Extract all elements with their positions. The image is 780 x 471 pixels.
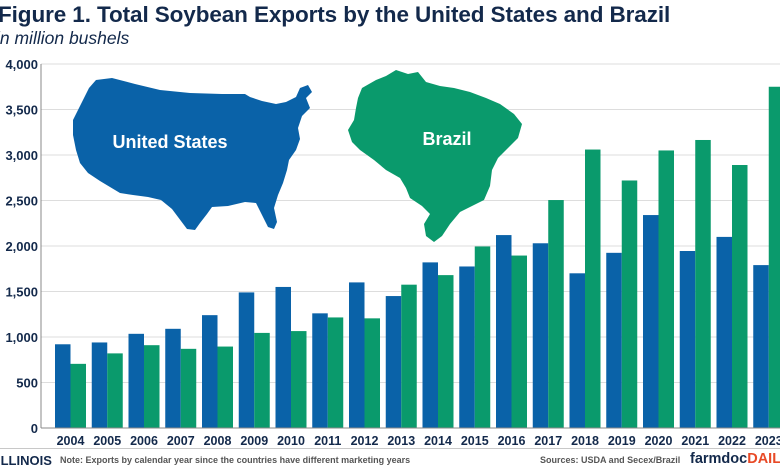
x-tick-label: 2014 (424, 434, 452, 448)
bar-united-states (312, 313, 328, 428)
y-tick-label: 0 (31, 421, 38, 436)
bar-brazil (548, 200, 564, 428)
x-tick-label: 2015 (461, 434, 489, 448)
y-tick-label: 3,500 (5, 103, 38, 118)
x-tick-label: 2009 (240, 434, 268, 448)
bar-united-states (202, 315, 218, 428)
united-states-shape (73, 78, 312, 230)
chart-title: Figure 1. Total Soybean Exports by the U… (0, 2, 671, 27)
bar-united-states (238, 292, 255, 428)
footer: ILLINOIS Note: Exports by calendar year … (0, 448, 780, 471)
x-tick-label: 2021 (681, 434, 709, 448)
farmdoc-logo-part2: DAILY (747, 451, 780, 467)
bar-united-states (91, 342, 108, 428)
united-states-map (73, 78, 312, 230)
y-tick-label: 4,000 (5, 57, 38, 72)
x-tick-label: 2008 (204, 434, 232, 448)
bar-brazil (768, 86, 780, 428)
x-tick-label: 2004 (57, 434, 85, 448)
bar-united-states (606, 252, 622, 428)
y-tick-label: 2,000 (5, 239, 38, 254)
x-tick-label: 2012 (351, 434, 379, 448)
bar-brazil (364, 318, 380, 428)
bar-brazil (511, 255, 527, 428)
x-tick-label: 2017 (534, 434, 562, 448)
bar-united-states (385, 296, 402, 428)
x-tick-label: 2011 (314, 434, 341, 448)
y-tick-label: 1,000 (5, 330, 38, 345)
sources-text: Sources: USDA and Secex/Brazil (540, 455, 681, 465)
bar-united-states (753, 265, 769, 428)
x-tick-label: 2010 (277, 434, 305, 448)
bar-united-states (532, 243, 549, 428)
united-states-label: United States (112, 132, 227, 152)
bar-united-states (716, 236, 732, 428)
bar-united-states (643, 215, 659, 428)
y-tick-label: 500 (16, 376, 38, 391)
bar-brazil (217, 346, 233, 428)
bar-united-states (275, 286, 291, 428)
x-tick-label: 2006 (130, 434, 158, 448)
y-tick-label: 2,500 (5, 194, 38, 209)
x-tick-label: 2005 (93, 434, 121, 448)
bars (55, 86, 780, 429)
bar-brazil (70, 363, 86, 428)
brazil-map (348, 70, 522, 242)
bar-united-states (55, 344, 71, 428)
bar-brazil (107, 353, 123, 428)
x-tick-label: 2022 (718, 434, 746, 448)
x-tick-label: 2013 (387, 434, 415, 448)
bar-brazil (695, 139, 711, 429)
bar-united-states (422, 262, 438, 428)
bar-united-states (679, 251, 696, 428)
bar-united-states (496, 235, 512, 428)
farmdoc-daily-logo: farmdocDAILY (690, 451, 780, 467)
brazil-shape (348, 70, 522, 242)
x-tick-label: 2020 (645, 434, 673, 448)
x-tick-label: 2016 (498, 434, 526, 448)
x-tick-label: 2018 (571, 434, 599, 448)
bar-brazil (438, 275, 454, 428)
bar-brazil (254, 332, 270, 428)
bar-brazil (144, 345, 160, 428)
bar-chart: 0 500 1,000 1,500 2,000 2,500 3,000 3,500 4,000 2… (5, 57, 780, 448)
chart-subtitle: in million bushels (0, 28, 130, 48)
bar-brazil (585, 149, 601, 429)
bar-brazil (180, 348, 197, 428)
x-tick-label: 2023 (755, 434, 780, 448)
farmdoc-logo-part1: farmdoc (690, 451, 748, 467)
footnote: Note: Exports by calendar year since the… (60, 455, 411, 465)
bar-brazil (732, 165, 748, 428)
bar-brazil (621, 180, 638, 428)
bar-united-states (128, 333, 144, 428)
brazil-label: Brazil (422, 129, 471, 149)
bar-brazil (474, 246, 491, 428)
bar-brazil (291, 331, 307, 428)
illinois-logo: ILLINOIS (0, 453, 52, 468)
x-tick-label: 2007 (167, 434, 195, 448)
y-tick-label: 3,000 (5, 148, 38, 163)
bar-brazil (658, 150, 674, 428)
bar-united-states (459, 266, 475, 428)
bar-united-states (569, 273, 585, 428)
axes: 0 500 1,000 1,500 2,000 2,500 3,000 3,500 4,000 2… (5, 57, 780, 448)
bar-brazil (401, 284, 417, 428)
bar-brazil (327, 317, 344, 428)
bar-united-states (165, 328, 181, 428)
bar-united-states (349, 282, 365, 428)
x-tick-label: 2019 (608, 434, 636, 448)
y-tick-label: 1,500 (5, 285, 38, 300)
